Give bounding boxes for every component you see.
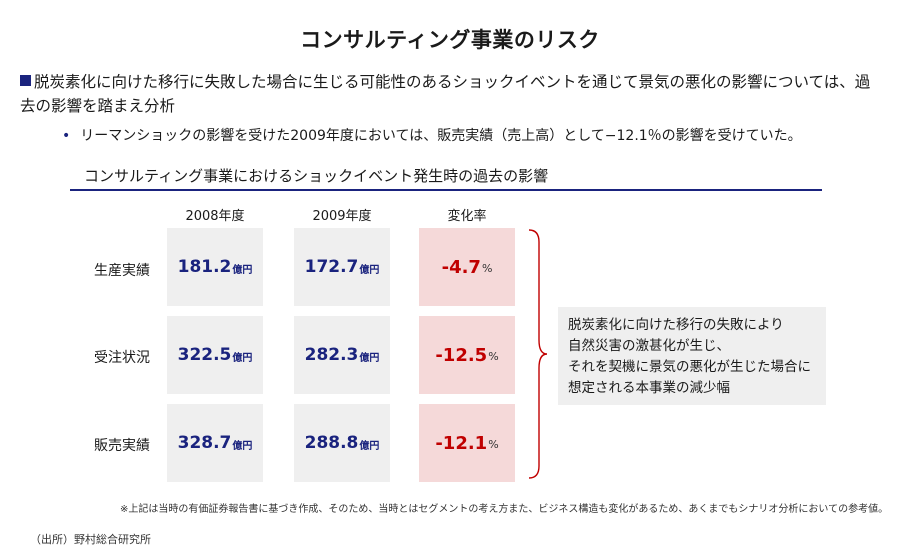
value: 282.3 (304, 345, 359, 365)
cell-production-change: -4.7% (419, 228, 515, 306)
unit-label: 億円 (359, 441, 380, 452)
value: -4.7 (441, 256, 481, 278)
value: 322.5 (177, 345, 232, 365)
cell-production-2008: 181.2 億円 (167, 228, 263, 306)
note-line: それを契機に景気の悪化が生じた場合に (568, 359, 811, 375)
unit-label: 億円 (232, 353, 253, 364)
unit-label: % (488, 350, 499, 363)
note-line: 想定される本事業の減少幅 (568, 380, 730, 396)
sub-bullet-text: リーマンショックの影響を受けた2009年度においては、販売実績（売上高）として−… (80, 128, 802, 144)
note-line: 脱炭素化に向けた移行の失敗により (568, 317, 784, 333)
value: 328.7 (177, 433, 232, 453)
unit-label: % (488, 438, 499, 451)
column-header-2008: 2008年度 (185, 209, 245, 224)
unit-label: % (481, 262, 493, 275)
explanation-box: 脱炭素化に向けた移行の失敗により 自然災害の激甚化が生じ、 それを契機に景気の悪… (558, 307, 826, 405)
page-title: コンサルティング事業のリスク (300, 28, 600, 52)
unit-label: 億円 (232, 265, 253, 276)
unit-label: 億円 (359, 353, 380, 364)
cell-orders-change: -12.5% (419, 316, 515, 394)
value: -12.1 (435, 432, 488, 454)
note-line: 自然災害の激甚化が生じ、 (568, 338, 730, 354)
main-bullet: 脱炭素化に向けた移行に失敗した場合に生じる可能性のあるショックイベントを通じて景… (20, 70, 880, 118)
row-label-sales: 販売実績 (94, 438, 150, 454)
value: 172.7 (304, 257, 359, 277)
square-bullet-icon (20, 75, 31, 86)
sub-bullet: • リーマンショックの影響を受けた2009年度においては、販売実績（売上高）として… (62, 126, 882, 146)
source-credit: （出所）野村総合研究所 (30, 533, 151, 546)
main-bullet-text: 脱炭素化に向けた移行に失敗した場合に生じる可能性のあるショックイベントを通じて景… (20, 73, 871, 115)
cell-production-2009: 172.7 億円 (294, 228, 390, 306)
column-header-change: 変化率 (447, 209, 487, 224)
value: 181.2 (177, 257, 232, 277)
title-underline (70, 189, 822, 191)
value: -12.5 (435, 344, 488, 366)
unit-label: 億円 (232, 441, 253, 452)
value: 288.8 (304, 433, 359, 453)
table-title: コンサルティング事業におけるショックイベント発生時の過去の影響 (84, 167, 549, 185)
unit-label: 億円 (359, 265, 380, 276)
dot-bullet-icon: • (62, 128, 71, 144)
cell-sales-2008: 328.7 億円 (167, 404, 263, 482)
row-label-orders: 受注状況 (94, 350, 150, 366)
cell-orders-2009: 282.3 億円 (294, 316, 390, 394)
row-label-production: 生産実績 (94, 263, 150, 279)
cell-orders-2008: 322.5 億円 (167, 316, 263, 394)
column-header-2009: 2009年度 (312, 209, 372, 224)
footnote: ※上記は当時の有価証券報告書に基づき作成、そのため、当時とはセグメントの考え方ま… (120, 504, 889, 515)
cell-sales-change: -12.1% (419, 404, 515, 482)
right-brace-icon (528, 229, 548, 479)
cell-sales-2009: 288.8 億円 (294, 404, 390, 482)
